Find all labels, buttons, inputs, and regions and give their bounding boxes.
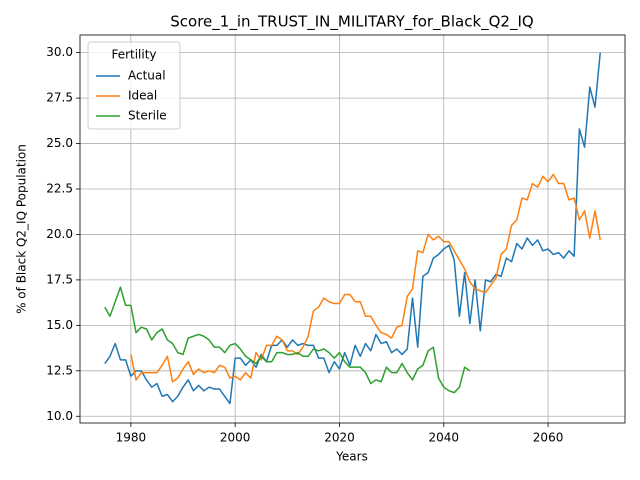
plot-frame: [79, 34, 626, 424]
y-tick-label: 27.5: [46, 91, 73, 105]
legend-box: [87, 41, 181, 130]
legend-title: Fertility: [111, 48, 156, 62]
y-tick-label: 30.0: [46, 45, 73, 59]
y-tick-label: 25.0: [46, 136, 73, 150]
y-tick-label: 12.5: [46, 363, 73, 377]
x-tick-label: 2040: [428, 431, 459, 445]
legend-label: Actual: [128, 69, 166, 83]
legend-label: Sterile: [128, 109, 167, 123]
line-series: [104, 286, 471, 394]
x-axis-label: Years: [335, 450, 368, 464]
y-tick-label: 20.0: [46, 227, 73, 241]
line-series: [130, 173, 601, 383]
x-tick-label: 2060: [533, 431, 564, 445]
line-series: [104, 52, 601, 405]
x-tick-label: 2000: [220, 431, 251, 445]
legend-label: Ideal: [128, 89, 157, 103]
x-tick-label: 2020: [324, 431, 355, 445]
y-tick-label: 22.5: [46, 182, 73, 196]
y-tick-label: 17.5: [46, 272, 73, 286]
y-tick-label: 10.0: [46, 409, 73, 423]
y-axis-label: % of Black Q2_IQ Population: [15, 144, 29, 314]
chart-title: Score_1_in_TRUST_IN_MILITARY_for_Black_Q…: [170, 13, 533, 32]
x-tick-label: 1980: [116, 431, 147, 445]
y-tick-label: 15.0: [46, 318, 73, 332]
